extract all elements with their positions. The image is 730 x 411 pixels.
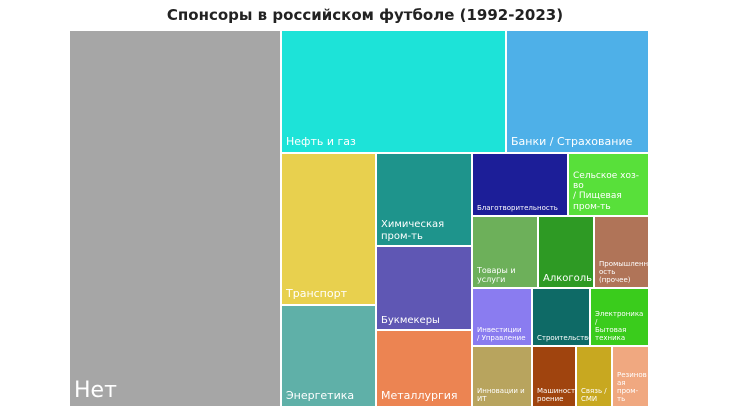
treemap-tile-label: Строительство (537, 333, 590, 342)
treemap-tile-label: Связь / СМИ (581, 386, 607, 403)
treemap-tile-label: Транспорт (286, 287, 347, 301)
treemap-tile-label: Алкоголь (543, 272, 593, 284)
treemap-tile: Резинов ая пром- ть (612, 346, 649, 407)
treemap-tile: Банки / Страхование (506, 30, 649, 153)
treemap-tile: Транспорт (281, 153, 376, 305)
treemap-tile-label: Нет (74, 377, 117, 403)
treemap-tile: Нефть и газ (281, 30, 506, 153)
treemap-tile-label: Инновации и ИТ (477, 386, 525, 403)
treemap-tile-label: Букмекеры (381, 314, 440, 326)
treemap-tile-label: Резинов ая пром- ть (617, 370, 647, 403)
treemap-tile: Химическая пром-ть (376, 153, 472, 246)
treemap-tile: Металлургия (376, 330, 472, 407)
treemap-tile-label: Нефть и газ (286, 135, 356, 149)
treemap-tile: Товары и услуги (472, 216, 538, 288)
treemap-tile-label: Электроника / Бытовая техника (595, 309, 644, 342)
treemap-tile-label: Промышленн ость (прочее) (599, 259, 649, 284)
treemap-tile: Нет (69, 30, 281, 407)
treemap-tile-label: Инвестиции / Управление (477, 325, 526, 342)
treemap-tile: Благотворительность (472, 153, 568, 216)
treemap-tile-label: Энергетика (286, 389, 355, 403)
treemap-tile: Алкоголь (538, 216, 594, 288)
treemap-tile-label: Химическая пром-ть (381, 219, 445, 242)
treemap-tile: Машиност роение (532, 346, 576, 407)
treemap-tile: Связь / СМИ (576, 346, 612, 407)
treemap-tile: Промышленн ость (прочее) (594, 216, 649, 288)
treemap-tile: Сельское хоз-во / Пищевая пром-ть (568, 153, 649, 216)
treemap-tile: Строительство (532, 288, 590, 346)
treemap-tile: Букмекеры (376, 246, 472, 330)
treemap-tile-label: Благотворительность (477, 203, 558, 212)
treemap-tile: Инновации и ИТ (472, 346, 532, 407)
treemap-tile-label: Сельское хоз-во / Пищевая пром-ть (573, 170, 640, 212)
treemap-tile: Энергетика (281, 305, 376, 407)
treemap-tile-label: Банки / Страхование (511, 135, 633, 149)
treemap-tile-label: Машиност роение (537, 386, 576, 403)
treemap-tile-label: Товары и услуги (477, 265, 516, 284)
treemap-tile-label: Металлургия (381, 389, 458, 403)
chart-title: Спонсоры в российском футболе (1992-2023… (166, 6, 564, 24)
treemap-tile: Электроника / Бытовая техника (590, 288, 649, 346)
treemap-tile: Инвестиции / Управление (472, 288, 532, 346)
